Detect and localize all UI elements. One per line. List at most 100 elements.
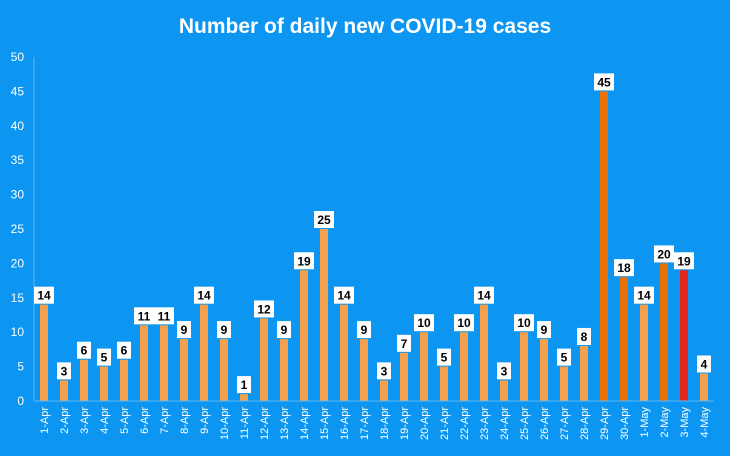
bar-27-Apr [560,366,568,401]
x-tick-label: 8-Apr [179,407,191,434]
svg-text:5: 5 [561,351,568,365]
y-tick-label: 50 [11,50,25,64]
bar-3-Apr [80,359,88,401]
svg-text:14: 14 [197,289,211,303]
bar-6-Apr [140,325,148,401]
data-label-6-Apr: 11 [134,307,154,325]
y-tick-label: 20 [11,256,25,270]
data-label-27-Apr: 5 [557,348,571,366]
svg-text:45: 45 [597,75,611,89]
bar-8-Apr [180,339,188,401]
svg-text:7: 7 [401,337,408,351]
svg-text:3: 3 [61,364,68,378]
bar-4-Apr [100,366,108,401]
svg-text:19: 19 [677,254,691,268]
y-tick-label: 35 [11,153,25,167]
x-tick-label: 17-Apr [359,407,371,440]
x-tick-label: 16-Apr [339,407,351,440]
x-tick-label: 29-Apr [599,407,611,440]
data-label-8-Apr: 9 [177,321,191,339]
svg-text:3: 3 [381,364,388,378]
x-tick-label: 4-Apr [99,407,111,434]
data-label-24-Apr: 3 [497,362,511,380]
x-tick-label: 30-Apr [619,407,631,440]
bar-23-Apr [480,304,488,401]
svg-text:5: 5 [101,351,108,365]
y-tick-label: 45 [11,84,25,98]
bar-9-Apr [200,304,208,401]
svg-text:14: 14 [37,289,51,303]
bar-11-Apr [240,394,248,401]
bar-16-Apr [340,304,348,401]
x-axis: 1-Apr 2-Apr 3-Apr 4-Apr 5-Apr 6-Apr 7-Apr 8-Apr… [34,400,714,440]
bar-21-Apr [440,366,448,401]
bar-19-Apr [400,352,408,401]
data-label-18-Apr: 3 [377,362,391,380]
data-label-19-Apr: 7 [397,334,411,352]
data-label-13-Apr: 9 [277,321,291,339]
y-tick-label: 15 [11,291,25,305]
x-tick-label: 1-May [639,407,651,438]
svg-text:10: 10 [517,316,531,330]
x-tick-label: 15-Apr [319,407,331,440]
x-tick-label: 13-Apr [279,407,291,440]
data-label-23-Apr: 14 [474,286,494,304]
data-label-14-Apr: 19 [294,252,314,270]
data-label-17-Apr: 9 [357,321,371,339]
bar-29-Apr [600,91,608,402]
x-tick-label: 26-Apr [539,407,551,440]
bar-1-Apr [40,304,48,401]
x-tick-label: 3-May [679,407,691,438]
bar-10-Apr [220,339,228,401]
data-label-28-Apr: 8 [577,327,591,345]
y-tick-label: 10 [11,325,25,339]
x-tick-label: 2-Apr [59,407,71,434]
x-tick-label: 23-Apr [479,407,491,440]
x-tick-label: 22-Apr [459,407,471,440]
x-tick-label: 7-Apr [159,407,171,434]
x-tick-label: 14-Apr [299,407,311,440]
data-label-16-Apr: 14 [334,286,354,304]
x-tick-label: 9-Apr [199,407,211,434]
x-tick-label: 10-Apr [219,407,231,440]
bar-15-Apr [320,229,328,401]
data-label-2-May: 20 [654,245,674,263]
svg-text:11: 11 [158,309,171,323]
chart-title: Number of daily new COVID-19 cases [179,15,551,38]
svg-text:25: 25 [317,213,331,227]
bar-25-Apr [520,332,528,401]
svg-text:9: 9 [541,323,548,337]
svg-text:6: 6 [121,344,128,358]
x-tick-label: 27-Apr [559,407,571,440]
data-label-15-Apr: 25 [314,211,334,228]
svg-text:6: 6 [81,344,88,358]
bar-13-Apr [280,339,288,401]
data-label-10-Apr: 9 [217,321,231,339]
bar-26-Apr [540,339,548,401]
svg-text:14: 14 [337,289,351,303]
bar-22-Apr [460,332,468,401]
x-tick-label: 12-Apr [259,407,271,440]
data-label-2-Apr: 3 [57,362,71,380]
svg-text:9: 9 [221,323,228,337]
bar-3-May [680,270,688,401]
data-label-9-Apr: 14 [194,286,214,304]
bar-18-Apr [380,380,388,401]
svg-text:10: 10 [417,316,431,330]
svg-text:11: 11 [138,309,151,323]
x-tick-label: 1-Apr [39,407,51,434]
x-tick-label: 21-Apr [439,407,451,440]
svg-text:3: 3 [501,364,508,378]
bar-4-May [700,373,708,401]
bar-7-Apr [160,325,168,401]
bar-1-May [640,304,648,401]
data-label-11-Apr: 1 [237,376,251,394]
x-tick-label: 19-Apr [399,407,411,440]
data-label-21-Apr: 5 [437,348,451,366]
data-label-26-Apr: 9 [537,321,551,339]
bar-20-Apr [420,332,428,401]
bar-2-Apr [60,380,68,401]
svg-text:9: 9 [281,323,288,337]
